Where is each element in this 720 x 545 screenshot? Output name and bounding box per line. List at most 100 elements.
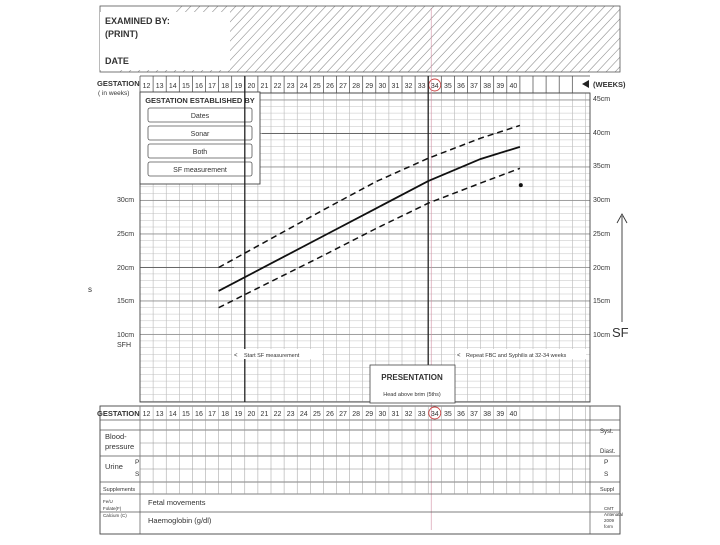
hatch-line bbox=[488, 5, 552, 73]
hatch-line bbox=[434, 5, 498, 73]
hatch-mask bbox=[0, 0, 100, 80]
hatch-line bbox=[497, 5, 561, 73]
bottom-week-label-26: 26 bbox=[326, 411, 334, 418]
bottom-week-label-13: 13 bbox=[156, 411, 164, 418]
start-sf-arrow-icon: < bbox=[234, 353, 238, 359]
option-both[interactable]: Both bbox=[147, 143, 253, 159]
bottom-week-label-15: 15 bbox=[182, 411, 190, 418]
right-tick-15: 15cm bbox=[593, 298, 610, 305]
bottom-week-label-40: 40 bbox=[509, 411, 517, 418]
right-tick-25: 25cm bbox=[593, 231, 610, 238]
week-label-39: 39 bbox=[496, 83, 504, 90]
urine-p-right: P bbox=[604, 459, 608, 466]
bottom-week-label-31: 31 bbox=[392, 411, 400, 418]
hatch-mask bbox=[620, 0, 720, 80]
week-label-36: 36 bbox=[457, 83, 465, 90]
start-sf-note: Start SF measurement bbox=[244, 353, 300, 359]
week-label-22: 22 bbox=[274, 83, 282, 90]
bottom-week-label-34: 34 bbox=[431, 411, 439, 418]
bp-label-2: pressure bbox=[105, 442, 134, 451]
week-label-20: 20 bbox=[247, 83, 255, 90]
right-tick-40: 40cm bbox=[593, 130, 610, 137]
hatch-line bbox=[272, 5, 336, 73]
hatch-line bbox=[470, 5, 534, 73]
hatch-line bbox=[479, 5, 543, 73]
right-tick-45: 45cm bbox=[593, 96, 610, 103]
urine-p-left: P bbox=[135, 459, 139, 466]
chart-series bbox=[218, 8, 523, 530]
suppl-label: Suppl bbox=[600, 487, 614, 493]
established-title: GESTATION ESTABLISHED BY bbox=[145, 96, 255, 105]
hatch-line bbox=[506, 5, 570, 73]
series-median bbox=[218, 146, 521, 292]
fetal-movements-label: Fetal movements bbox=[148, 498, 206, 507]
hatch-line bbox=[353, 5, 417, 73]
hatch-line bbox=[515, 5, 579, 73]
left-axis-unit: SFH bbox=[117, 342, 131, 349]
bottom-week-label-21: 21 bbox=[261, 411, 269, 418]
bottom-section: 12 13 14 15 16 17 18 19 20 21 22 23 24 25 26 27 28 29 30 31… bbox=[99, 405, 621, 535]
left-axis: 30cm 25cm 20cm 15cm 10cm SFH s bbox=[88, 197, 134, 349]
week-label-15: 15 bbox=[182, 83, 190, 90]
series-upper-limit bbox=[218, 124, 521, 269]
haemoglobin-label: Haemoglobin (g/dl) bbox=[148, 516, 212, 525]
footer-left-1: Fe/U bbox=[103, 499, 113, 504]
footer-right-1: CMT bbox=[604, 506, 614, 511]
footer-right-4: form bbox=[604, 524, 613, 529]
hatch-line bbox=[227, 5, 291, 73]
left-tick-25: 25cm bbox=[117, 231, 134, 238]
week-label-33: 33 bbox=[418, 83, 426, 90]
up-arrow-icon bbox=[616, 213, 628, 224]
week-label-37: 37 bbox=[470, 83, 478, 90]
option-sonar-label: Sonar bbox=[191, 131, 210, 138]
option-dates-label: Dates bbox=[191, 113, 210, 120]
hatch-line bbox=[371, 5, 435, 73]
week-label-21: 21 bbox=[261, 83, 269, 90]
hatch-line bbox=[362, 5, 426, 73]
option-sonar[interactable]: Sonar bbox=[147, 125, 253, 141]
left-side-mark: s bbox=[88, 285, 92, 294]
option-dates[interactable]: Dates bbox=[147, 107, 253, 123]
footer-left-2: Folate(F) bbox=[103, 506, 122, 511]
footer-left-3: Calcium (C) bbox=[103, 513, 127, 518]
week-label-17: 17 bbox=[208, 83, 216, 90]
date-label: DATE bbox=[105, 56, 129, 66]
syst-label: Syst. bbox=[600, 429, 614, 435]
week-label-14: 14 bbox=[169, 83, 177, 90]
measurement-point bbox=[518, 183, 523, 188]
bottom-week-label-32: 32 bbox=[405, 411, 413, 418]
hatch-line bbox=[524, 5, 588, 73]
hatch-line bbox=[425, 5, 489, 73]
bottom-week-label-29: 29 bbox=[365, 411, 373, 418]
right-tick-35: 35cm bbox=[593, 163, 610, 170]
bottom-week-label-23: 23 bbox=[287, 411, 295, 418]
footer-right-2: Antenatal bbox=[604, 512, 623, 517]
hatch-line bbox=[560, 5, 624, 73]
gestation-established-box: GESTATION ESTABLISHED BY Dates Sonar Bot… bbox=[139, 91, 261, 185]
bottom-week-label-33: 33 bbox=[418, 411, 426, 418]
repeat-tests-note: Repeat FBC and Syphilis at 32-34 weeks bbox=[466, 353, 567, 359]
hatch-line bbox=[299, 5, 363, 73]
urine-label: Urine bbox=[105, 462, 123, 471]
week-label-29: 29 bbox=[365, 83, 373, 90]
bottom-week-label-22: 22 bbox=[274, 411, 282, 418]
hatch-line bbox=[254, 5, 318, 73]
bottom-week-label-12: 12 bbox=[143, 411, 151, 418]
weeks-arrow-icon bbox=[582, 80, 589, 88]
bottom-week-label-30: 30 bbox=[378, 411, 386, 418]
option-sf-measurement[interactable]: SF measurement bbox=[147, 161, 253, 177]
bottom-week-label-17: 17 bbox=[208, 411, 216, 418]
week-label-23: 23 bbox=[287, 83, 295, 90]
urine-s-left: S bbox=[135, 471, 140, 478]
repeat-arrow-icon: < bbox=[457, 353, 461, 359]
bottom-week-label-14: 14 bbox=[169, 411, 177, 418]
bottom-week-label-39: 39 bbox=[496, 411, 504, 418]
bottom-week-label-28: 28 bbox=[352, 411, 360, 418]
hatch-line bbox=[443, 5, 507, 73]
gestation-sublabel: ( in weeks) bbox=[98, 90, 129, 97]
bottom-week-circle bbox=[428, 406, 442, 420]
week-label-16: 16 bbox=[195, 83, 203, 90]
week-label-30: 30 bbox=[378, 83, 386, 90]
right-tick-20: 20cm bbox=[593, 265, 610, 272]
right-axis: 45cm 40cm 35cm 30cm 25cm 20cm 15cm 10cm … bbox=[593, 96, 629, 340]
